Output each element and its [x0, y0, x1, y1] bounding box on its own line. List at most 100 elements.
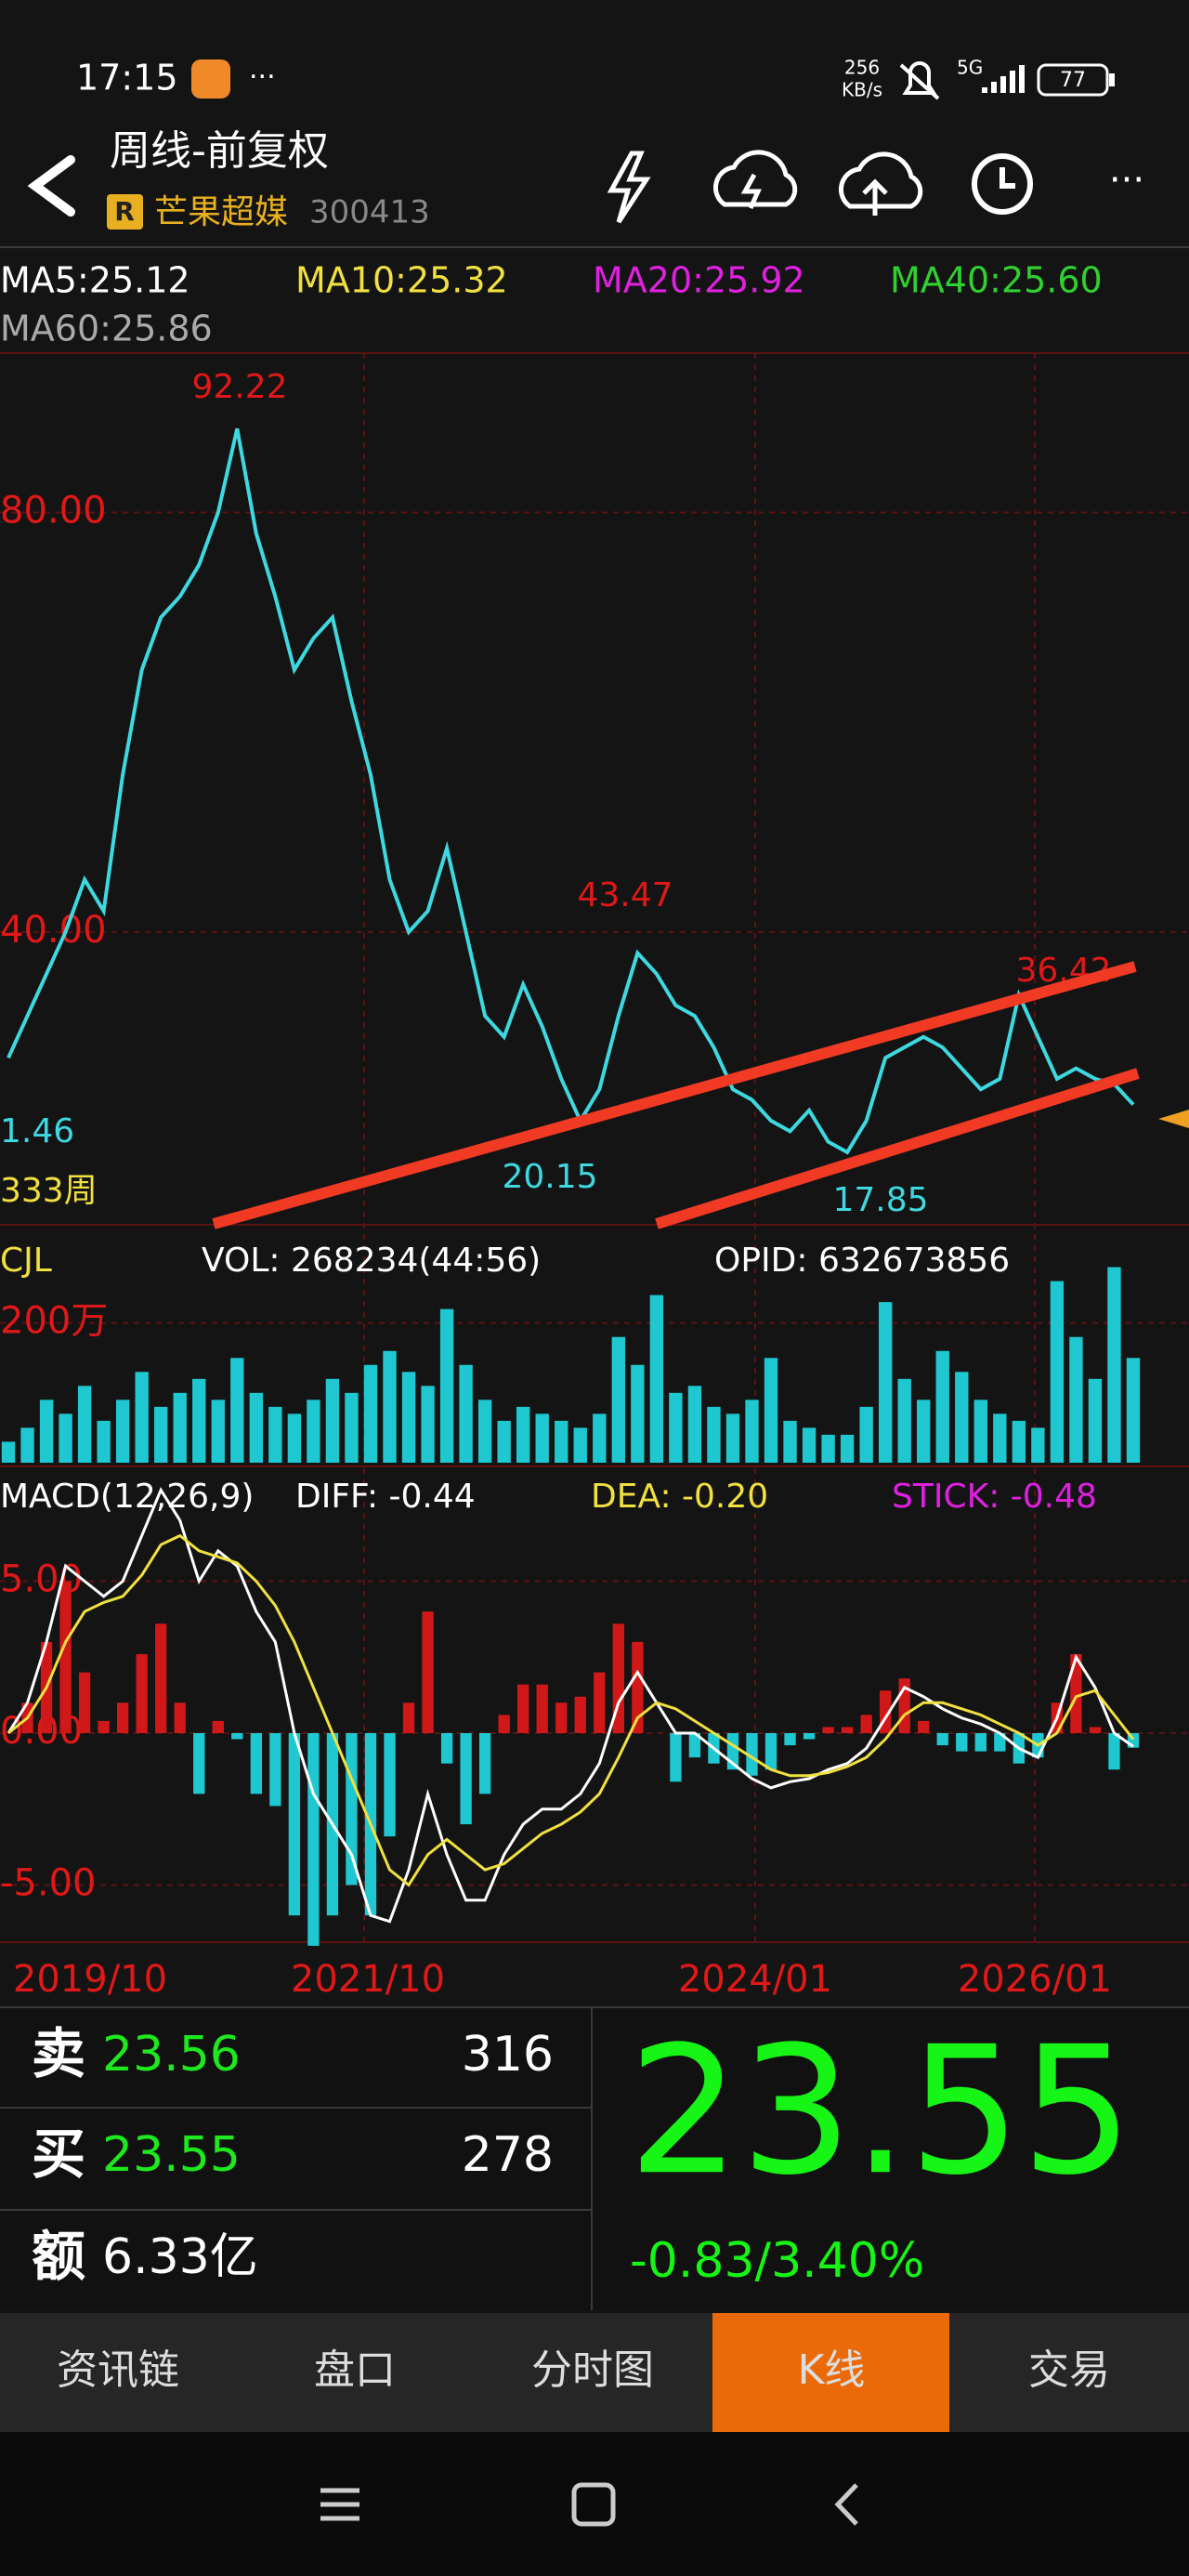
tab[interactable]: 交易 — [1028, 2346, 1110, 2394]
volume-bar — [249, 1392, 264, 1463]
back-button[interactable] — [27, 155, 75, 217]
volume-bar — [477, 1400, 492, 1463]
back-nav-button[interactable] — [834, 2483, 858, 2526]
ma-legend: MA5:25.12 MA10:25.32 MA20:25.92 MA40:25.60 M… — [0, 260, 1103, 349]
macd-stick — [612, 1623, 624, 1733]
macd-stick — [536, 1684, 548, 1733]
sell-price: 23.56 — [102, 2027, 241, 2083]
volume-bar — [59, 1413, 72, 1463]
macd-legend: STICK: -0.48 — [892, 1478, 1097, 1516]
volume-bar — [1050, 1281, 1065, 1463]
more-button[interactable]: ··· — [1109, 159, 1144, 202]
volume-bar — [859, 1406, 873, 1463]
volume-bar — [669, 1392, 683, 1463]
macd-stick — [155, 1623, 167, 1733]
date-label: 2024/01 — [678, 1958, 832, 2001]
panel-title: MACD(12,26,9) — [0, 1478, 254, 1516]
volume-bar — [307, 1400, 320, 1463]
volume-bar — [192, 1378, 206, 1463]
stock-code: 300413 — [309, 194, 430, 231]
macd-stick — [231, 1732, 243, 1740]
macd-stick — [498, 1715, 510, 1733]
tab[interactable]: K线 — [798, 2346, 866, 2394]
volume-bar — [20, 1427, 34, 1463]
volume-bar — [39, 1400, 54, 1463]
volume-bar — [725, 1413, 740, 1463]
volume-bar — [783, 1420, 797, 1463]
volume-bar — [135, 1372, 149, 1463]
macd-legend: DEA: -0.20 — [591, 1478, 768, 1516]
macd-stick — [478, 1732, 491, 1794]
volume-bar — [764, 1358, 778, 1463]
amount-label: 额 — [32, 2225, 85, 2288]
history-icon[interactable] — [972, 153, 1033, 215]
macd-stick — [346, 1732, 358, 1886]
volume-legend: VOL: 268234(44:56) — [202, 1242, 541, 1280]
macd-stick — [688, 1732, 701, 1758]
home-button[interactable] — [571, 2482, 616, 2527]
volume-bar — [1107, 1267, 1121, 1463]
badge: R — [114, 196, 135, 227]
menu-button[interactable] — [320, 2488, 359, 2521]
macd-stick — [574, 1696, 586, 1733]
macd-stick — [1070, 1653, 1082, 1733]
date-label: 2021/10 — [291, 1958, 445, 2001]
macd-stick — [974, 1732, 986, 1752]
sell-volume: 316 — [462, 2027, 554, 2083]
volume-bar — [1069, 1336, 1083, 1463]
macd-stick — [956, 1732, 968, 1752]
macd-stick — [555, 1702, 568, 1733]
badge-bg — [107, 194, 143, 230]
macd-stick — [174, 1702, 186, 1733]
volume-bar — [345, 1392, 359, 1463]
cloud-sync-icon[interactable] — [713, 150, 798, 210]
macd-stick — [764, 1732, 777, 1770]
flash-icon[interactable] — [607, 151, 651, 224]
buy-price: 23.55 — [102, 2127, 241, 2183]
price-pointer — [1158, 1110, 1189, 1128]
macd-stick — [860, 1715, 872, 1733]
macd-stick — [670, 1732, 682, 1782]
sell-label: 卖 — [32, 2022, 85, 2085]
volume-bar — [439, 1308, 454, 1463]
stock-name: 芒果超媒 — [154, 193, 288, 231]
macd-stick — [116, 1702, 129, 1733]
volume-bar — [897, 1378, 911, 1463]
tab[interactable]: 资讯链 — [57, 2346, 179, 2394]
macd-stick — [422, 1611, 434, 1733]
ma-value: MA60:25.86 — [0, 309, 213, 349]
macd-stick — [822, 1727, 834, 1733]
volume-bar — [935, 1350, 949, 1463]
tab[interactable]: 盘口 — [314, 2346, 396, 2394]
macd-stick — [212, 1720, 224, 1733]
volume-bar — [821, 1434, 835, 1463]
volume-bar — [878, 1302, 893, 1463]
tabs: 资讯链 盘口 分时图 K线 交易 — [57, 2346, 1110, 2394]
macd-stick — [288, 1732, 301, 1916]
cloud-upload-icon[interactable] — [839, 151, 923, 216]
signal-bars — [982, 65, 1025, 93]
trend-line-lower — [655, 1068, 1140, 1229]
last-price: 23.55 — [628, 2008, 1133, 2214]
battery-level: 77 — [1060, 69, 1086, 92]
volume-bar — [573, 1427, 587, 1463]
macd-stick — [517, 1684, 529, 1733]
buy-label: 买 — [32, 2123, 85, 2186]
volume-bar — [535, 1413, 549, 1463]
macd-stick — [98, 1720, 110, 1733]
volume-bar — [687, 1386, 702, 1463]
period-label: 333周 — [0, 1172, 98, 1210]
nav-bar — [0, 2432, 1189, 2576]
ma-value: MA10:25.32 — [295, 260, 508, 301]
more-dots: ··· — [249, 61, 276, 94]
ma-value: MA20:25.92 — [593, 260, 805, 301]
left-price-label: 1.46 — [0, 1112, 74, 1150]
volume-bar — [1031, 1427, 1045, 1463]
buy-volume: 278 — [462, 2127, 554, 2183]
tab[interactable]: 分时图 — [531, 2346, 654, 2394]
price-annotation: 43.47 — [577, 876, 673, 914]
volume-bar — [383, 1350, 397, 1463]
y-tick-label: 200万 — [0, 1300, 108, 1343]
price-line — [7, 427, 1135, 1155]
y-tick-label: -5.00 — [0, 1861, 97, 1904]
